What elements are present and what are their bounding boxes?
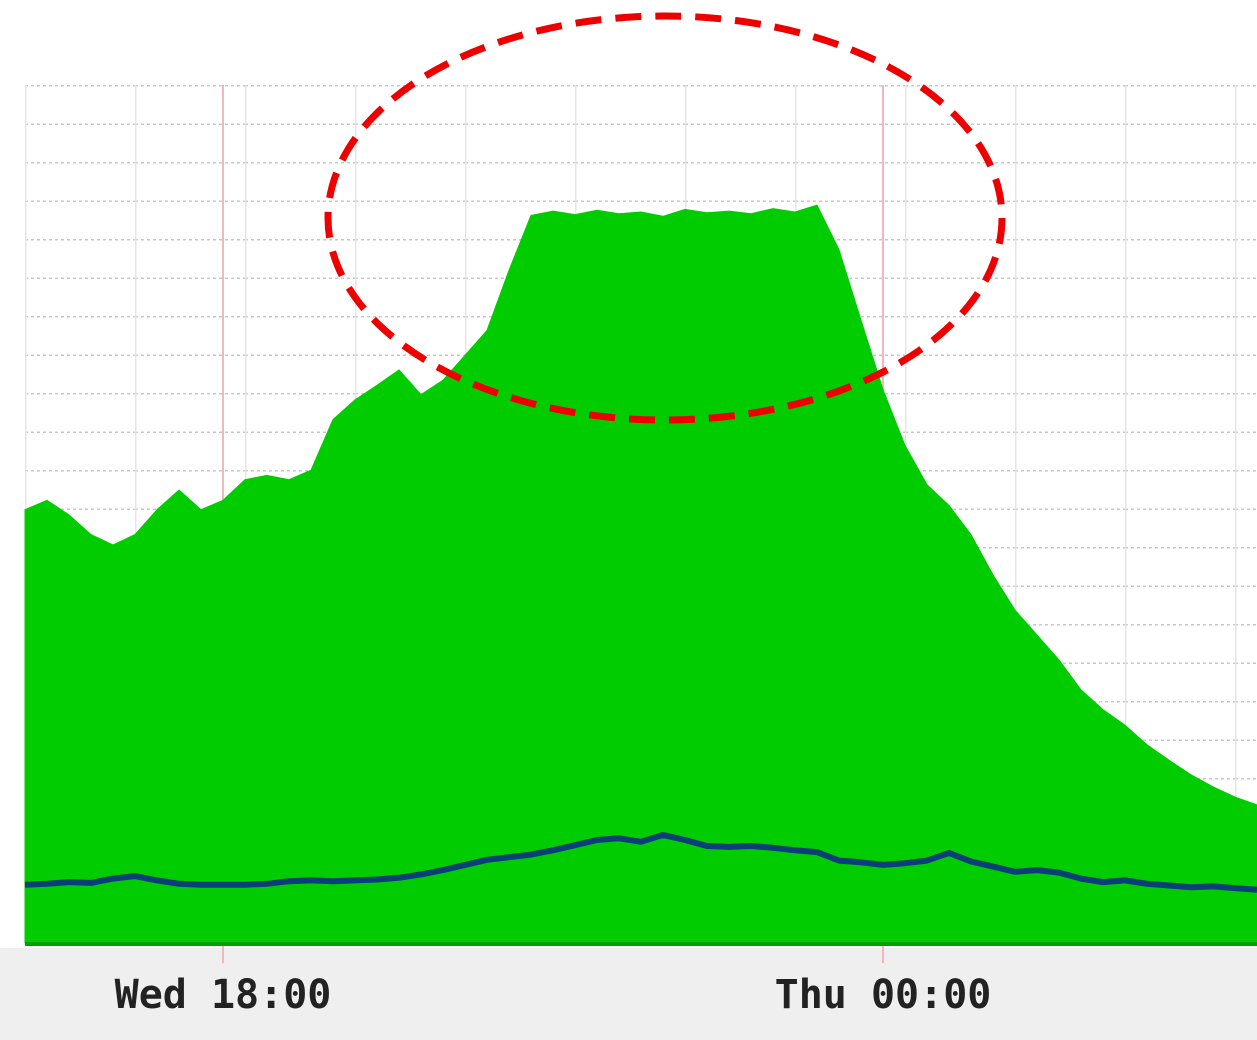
highlight-ellipse (324, 12, 1006, 424)
x-tick-label: Wed 18:00 (115, 972, 332, 1018)
line (24, 831, 1257, 893)
x-tick-label: Thu 00:00 (775, 972, 992, 1018)
area (24, 204, 1257, 944)
axis-background (0, 948, 1257, 1040)
